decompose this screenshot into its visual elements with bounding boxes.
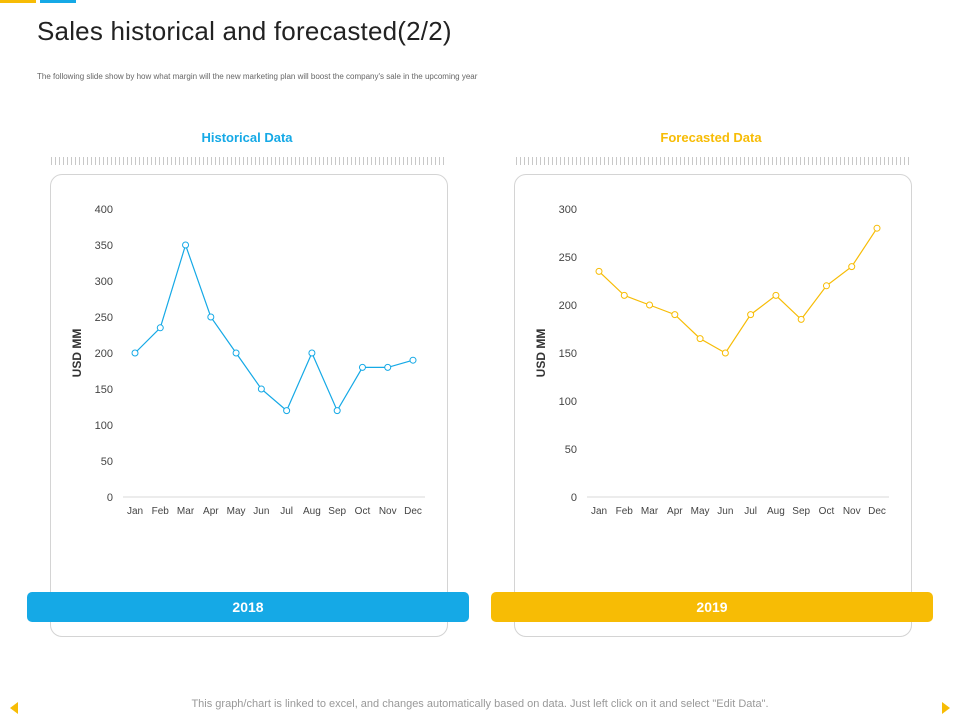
historical-data-point xyxy=(333,407,341,415)
forecast-tick-strip xyxy=(516,157,910,165)
historical-chart-card: USD MM 0 50 100 150 200 250 300 350 400 Jan Feb Mar A… xyxy=(50,174,448,637)
historical-x-tick-label: Feb xyxy=(152,506,170,517)
forecast-y-tick-label: 200 xyxy=(559,300,577,312)
forecast-y-tick-label: 50 xyxy=(565,444,577,456)
forecast-x-tick-label: Oct xyxy=(819,506,835,517)
historical-data-point xyxy=(409,356,417,364)
forecast-data-point xyxy=(873,224,881,232)
historical-x-tick-label: Mar xyxy=(177,506,195,517)
forecast-data-point xyxy=(595,267,603,275)
forecast-x-tick-label: Apr xyxy=(667,506,683,517)
page-subtitle: The following slide show by how what mar… xyxy=(37,72,478,81)
historical-x-tick-label: Oct xyxy=(355,506,371,517)
historical-y-axis-label: USD MM xyxy=(70,329,84,378)
historical-y-tick-label: 200 xyxy=(95,348,113,360)
forecast-data-point xyxy=(797,315,805,323)
forecast-data-point xyxy=(772,291,780,299)
historical-y-tick-label: 400 xyxy=(95,204,113,216)
historical-data-point xyxy=(257,385,265,393)
historical-y-tick-label: 350 xyxy=(95,240,113,252)
historical-tick-strip xyxy=(51,157,445,165)
forecast-x-tick-label: Mar xyxy=(641,506,659,517)
historical-y-tick-label: 250 xyxy=(95,312,113,324)
forecast-x-tick-label: Jun xyxy=(717,506,733,517)
historical-x-tick-label: May xyxy=(227,506,246,517)
forecast-x-tick-label: Jan xyxy=(591,506,607,517)
historical-y-tick-label: 50 xyxy=(101,456,113,468)
forecast-data-point xyxy=(696,335,704,343)
forecast-y-tick-label: 250 xyxy=(559,252,577,264)
historical-data-point xyxy=(207,313,215,321)
historical-x-tick-label: Jan xyxy=(127,506,143,517)
forecast-data-point xyxy=(747,311,755,319)
historical-data-point xyxy=(283,407,291,415)
historical-x-tick-label: Dec xyxy=(404,506,422,517)
forecast-data-point xyxy=(671,311,679,319)
historical-x-tick-label: Nov xyxy=(379,506,397,517)
forecast-x-tick-label: Dec xyxy=(868,506,886,517)
historical-data-point xyxy=(182,241,190,249)
forecast-data-point xyxy=(620,291,628,299)
accent-bar-blue xyxy=(40,0,76,3)
historical-data-point xyxy=(384,363,392,371)
forecast-x-tick-label: Jul xyxy=(744,506,757,517)
historical-panel-title: Historical Data xyxy=(201,130,293,145)
prev-slide-arrow-icon[interactable] xyxy=(10,702,18,714)
forecast-x-tick-label: Sep xyxy=(792,506,810,517)
historical-data-point xyxy=(358,363,366,371)
forecast-y-tick-label: 0 xyxy=(571,492,577,504)
historical-series-line xyxy=(134,243,414,412)
forecast-x-tick-label: Aug xyxy=(767,506,785,517)
historical-line-chart[interactable]: USD MM 0 50 100 150 200 250 300 350 400 Jan Feb Mar A… xyxy=(51,175,447,636)
forecast-y-tick-label: 300 xyxy=(559,204,577,216)
next-slide-arrow-icon[interactable] xyxy=(942,702,950,714)
forecast-y-tick-label: 150 xyxy=(559,348,577,360)
forecast-x-tick-label: Feb xyxy=(616,506,634,517)
historical-year-band: 2018 xyxy=(27,592,469,622)
historical-y-tick-label: 150 xyxy=(95,384,113,396)
historical-x-tick-label: Jun xyxy=(253,506,269,517)
forecast-data-point xyxy=(822,282,830,290)
historical-data-point xyxy=(232,349,240,357)
forecast-series-line xyxy=(598,227,878,354)
historical-x-tick-label: Apr xyxy=(203,506,219,517)
historical-y-tick-label: 0 xyxy=(107,492,113,504)
forecast-y-tick-label: 100 xyxy=(559,396,577,408)
forecast-data-point xyxy=(646,301,654,309)
footer-note: This graph/chart is linked to excel, and… xyxy=(191,698,769,710)
forecast-panel-title: Forecasted Data xyxy=(660,130,762,145)
forecast-year-band: 2019 xyxy=(491,592,933,622)
accent-bar-orange xyxy=(0,0,36,3)
historical-x-tick-label: Sep xyxy=(328,506,346,517)
forecast-y-axis-label: USD MM xyxy=(534,329,548,378)
forecast-data-point xyxy=(848,263,856,271)
historical-data-point xyxy=(131,349,139,357)
forecast-chart-card: USD MM 0 50 100 150 200 250 300 Jan Feb Mar Apr May J… xyxy=(514,174,912,637)
forecast-x-tick-label: May xyxy=(691,506,710,517)
historical-y-tick-label: 300 xyxy=(95,276,113,288)
historical-data-point xyxy=(156,324,164,332)
historical-x-tick-label: Aug xyxy=(303,506,321,517)
historical-x-tick-label: Jul xyxy=(280,506,293,517)
forecast-data-point xyxy=(721,349,729,357)
forecast-line-chart[interactable]: USD MM 0 50 100 150 200 250 300 Jan Feb Mar Apr May J… xyxy=(515,175,911,636)
historical-y-tick-label: 100 xyxy=(95,420,113,432)
historical-data-point xyxy=(308,349,316,357)
forecast-x-tick-label: Nov xyxy=(843,506,861,517)
page-title: Sales historical and forecasted(2/2) xyxy=(37,16,452,46)
